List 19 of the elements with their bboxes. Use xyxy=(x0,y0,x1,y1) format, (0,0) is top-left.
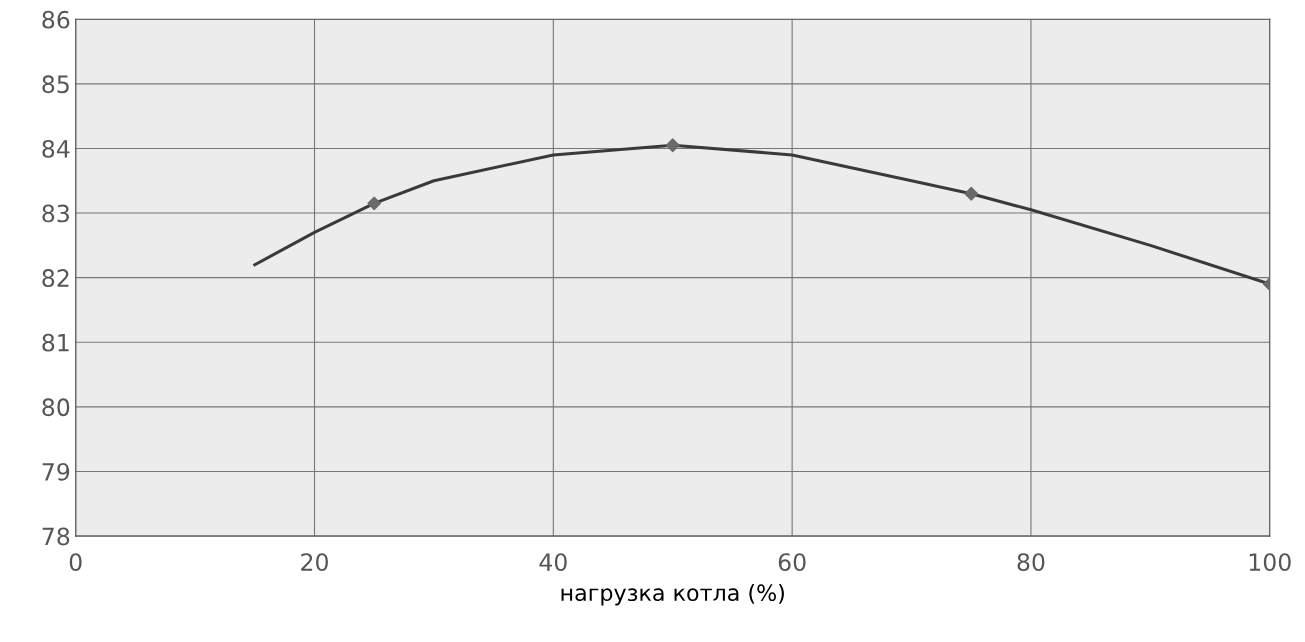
y-tick-label: 82 xyxy=(42,269,69,287)
point xyxy=(367,196,382,211)
x-tick-label: 80 xyxy=(1017,553,1045,572)
x-tick-label: 40 xyxy=(539,553,567,572)
y-tick-label: 84 xyxy=(42,139,70,158)
y-tick-label: 85 xyxy=(42,75,69,94)
y-tick-label: 78 xyxy=(42,527,70,546)
y-tick-label: 83 xyxy=(42,204,69,223)
x-axis-title: нагрузка котла (%) xyxy=(561,583,784,606)
y-tick-label: 86 xyxy=(42,10,70,29)
point xyxy=(665,138,680,153)
y-tick-label: 79 xyxy=(42,462,70,481)
x-tick-label: 0 xyxy=(69,553,82,572)
x-tick-label: 100 xyxy=(1249,553,1291,572)
y-tick-label: 81 xyxy=(42,333,69,352)
y-tick-label: 80 xyxy=(42,398,70,417)
x-tick-label: 20 xyxy=(301,553,328,572)
x-tick-label: 60 xyxy=(778,553,806,572)
point xyxy=(964,186,979,201)
